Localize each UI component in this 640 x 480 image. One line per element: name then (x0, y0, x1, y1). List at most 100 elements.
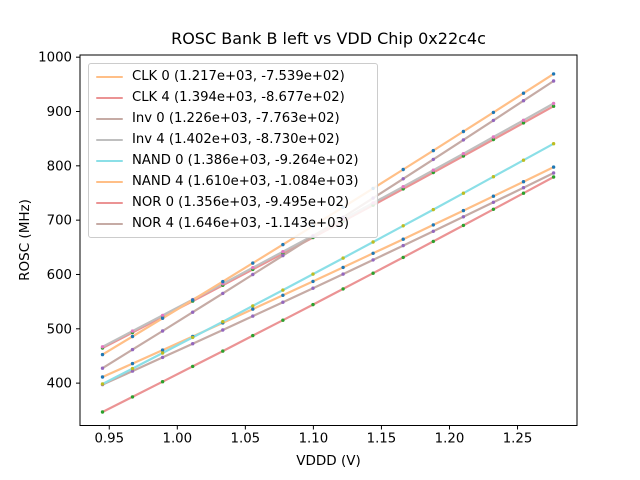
legend-label: CLK 0 (1.217e+03, -7.539e+02) (132, 69, 345, 85)
data-point (401, 177, 405, 181)
data-point (191, 342, 195, 346)
series-line-inv-0 (101, 171, 555, 386)
data-point (221, 279, 225, 284)
data-point (401, 237, 405, 241)
legend-entry: CLK 4 (1.394e+03, -8.677e+02) (96, 88, 377, 108)
data-point (461, 138, 466, 142)
data-point (551, 142, 556, 146)
legend-line-swatch (96, 75, 123, 79)
data-point (461, 152, 466, 156)
data-point (551, 79, 556, 83)
data-point (551, 72, 556, 76)
data-point (221, 328, 225, 332)
data-point (461, 129, 466, 134)
data-point (371, 258, 375, 262)
data-point (521, 118, 526, 123)
data-point (461, 208, 466, 213)
legend-line-swatch (96, 222, 123, 226)
y-tick-label: 900 (47, 105, 72, 120)
data-point (130, 334, 135, 339)
data-point (160, 316, 165, 320)
y-axis-label: ROSC (MHz) (17, 199, 33, 281)
x-axis-label: VDDD (V) (296, 453, 361, 469)
series-line-clk-0 (101, 166, 555, 379)
legend-entry: Inv 0 (1.226e+03, -7.763e+02) (96, 109, 377, 129)
data-point (100, 382, 105, 386)
x-tick-label: 1.15 (367, 432, 397, 447)
legend-entry: CLK 0 (1.217e+03, -7.539e+02) (96, 67, 377, 87)
data-point (431, 148, 435, 153)
data-point (341, 256, 345, 260)
legend-entry: Inv 4 (1.402e+03, -8.730e+02) (96, 130, 377, 150)
data-point (341, 287, 345, 291)
data-point (551, 104, 556, 108)
legend-line-swatch (96, 159, 123, 163)
data-point (130, 347, 135, 352)
data-point (521, 158, 526, 162)
data-point (401, 185, 405, 189)
legend-label: NOR 0 (1.356e+03, -9.495e+02) (132, 195, 350, 211)
data-point (401, 167, 405, 172)
legend-line-swatch (96, 180, 123, 184)
series-line-nor-0 (101, 175, 555, 414)
data-point (491, 207, 496, 211)
data-point (521, 186, 526, 190)
data-point (431, 207, 435, 212)
data-point (281, 300, 285, 304)
data-point (160, 313, 165, 318)
legend-label: Inv 0 (1.226e+03, -7.763e+02) (132, 111, 340, 127)
data-point (551, 165, 556, 169)
data-point (100, 375, 105, 379)
data-point (281, 250, 285, 254)
data-point (130, 395, 135, 399)
data-point (191, 364, 195, 369)
legend-label: CLK 4 (1.394e+03, -8.677e+02) (132, 90, 345, 106)
data-point (371, 271, 375, 275)
data-point (521, 180, 526, 184)
x-tick-label: 1.20 (435, 432, 465, 447)
data-point (491, 175, 496, 179)
data-point (221, 291, 225, 296)
data-point (311, 279, 315, 284)
data-point (491, 137, 496, 142)
data-point (551, 101, 556, 106)
data-point (281, 288, 285, 292)
data-point (251, 333, 255, 338)
data-point (160, 380, 165, 384)
data-point (160, 348, 165, 352)
y-tick-label: 600 (47, 268, 72, 283)
data-point (191, 310, 195, 314)
data-point (100, 366, 105, 370)
data-point (401, 255, 405, 260)
y-tick-label: 500 (47, 322, 72, 337)
data-point (521, 91, 526, 95)
plot-area (79, 54, 578, 426)
data-point (100, 352, 105, 357)
data-point (191, 298, 195, 302)
data-point (251, 314, 255, 318)
data-point (191, 335, 195, 340)
data-point (281, 253, 285, 258)
x-tick-label: 0.95 (94, 432, 124, 447)
data-point (551, 171, 556, 175)
legend-entry: NOR 0 (1.356e+03, -9.495e+02) (96, 193, 377, 213)
data-point (491, 110, 496, 115)
data-point (491, 135, 496, 139)
data-point (281, 293, 285, 297)
legend-entry: NAND 4 (1.610e+03, -1.084e+03) (96, 172, 377, 192)
legend-label: NOR 4 (1.646e+03, -1.143e+03) (132, 216, 350, 232)
legend-label: NAND 0 (1.386e+03, -9.264e+02) (132, 153, 359, 169)
data-point (311, 286, 315, 290)
data-point (251, 272, 255, 277)
data-point (431, 239, 435, 244)
data-point (160, 355, 165, 360)
data-point (431, 168, 435, 172)
data-point (401, 243, 405, 248)
data-point (311, 272, 315, 276)
legend-label: Inv 4 (1.402e+03, -8.730e+02) (132, 132, 340, 148)
legend: CLK 0 (1.217e+03, -7.539e+02) CLK 4 (1.39… (88, 63, 378, 238)
data-point (311, 302, 315, 307)
data-point (461, 191, 466, 195)
x-tick-label: 1.00 (162, 432, 192, 447)
x-tick-label: 1.10 (299, 432, 329, 447)
